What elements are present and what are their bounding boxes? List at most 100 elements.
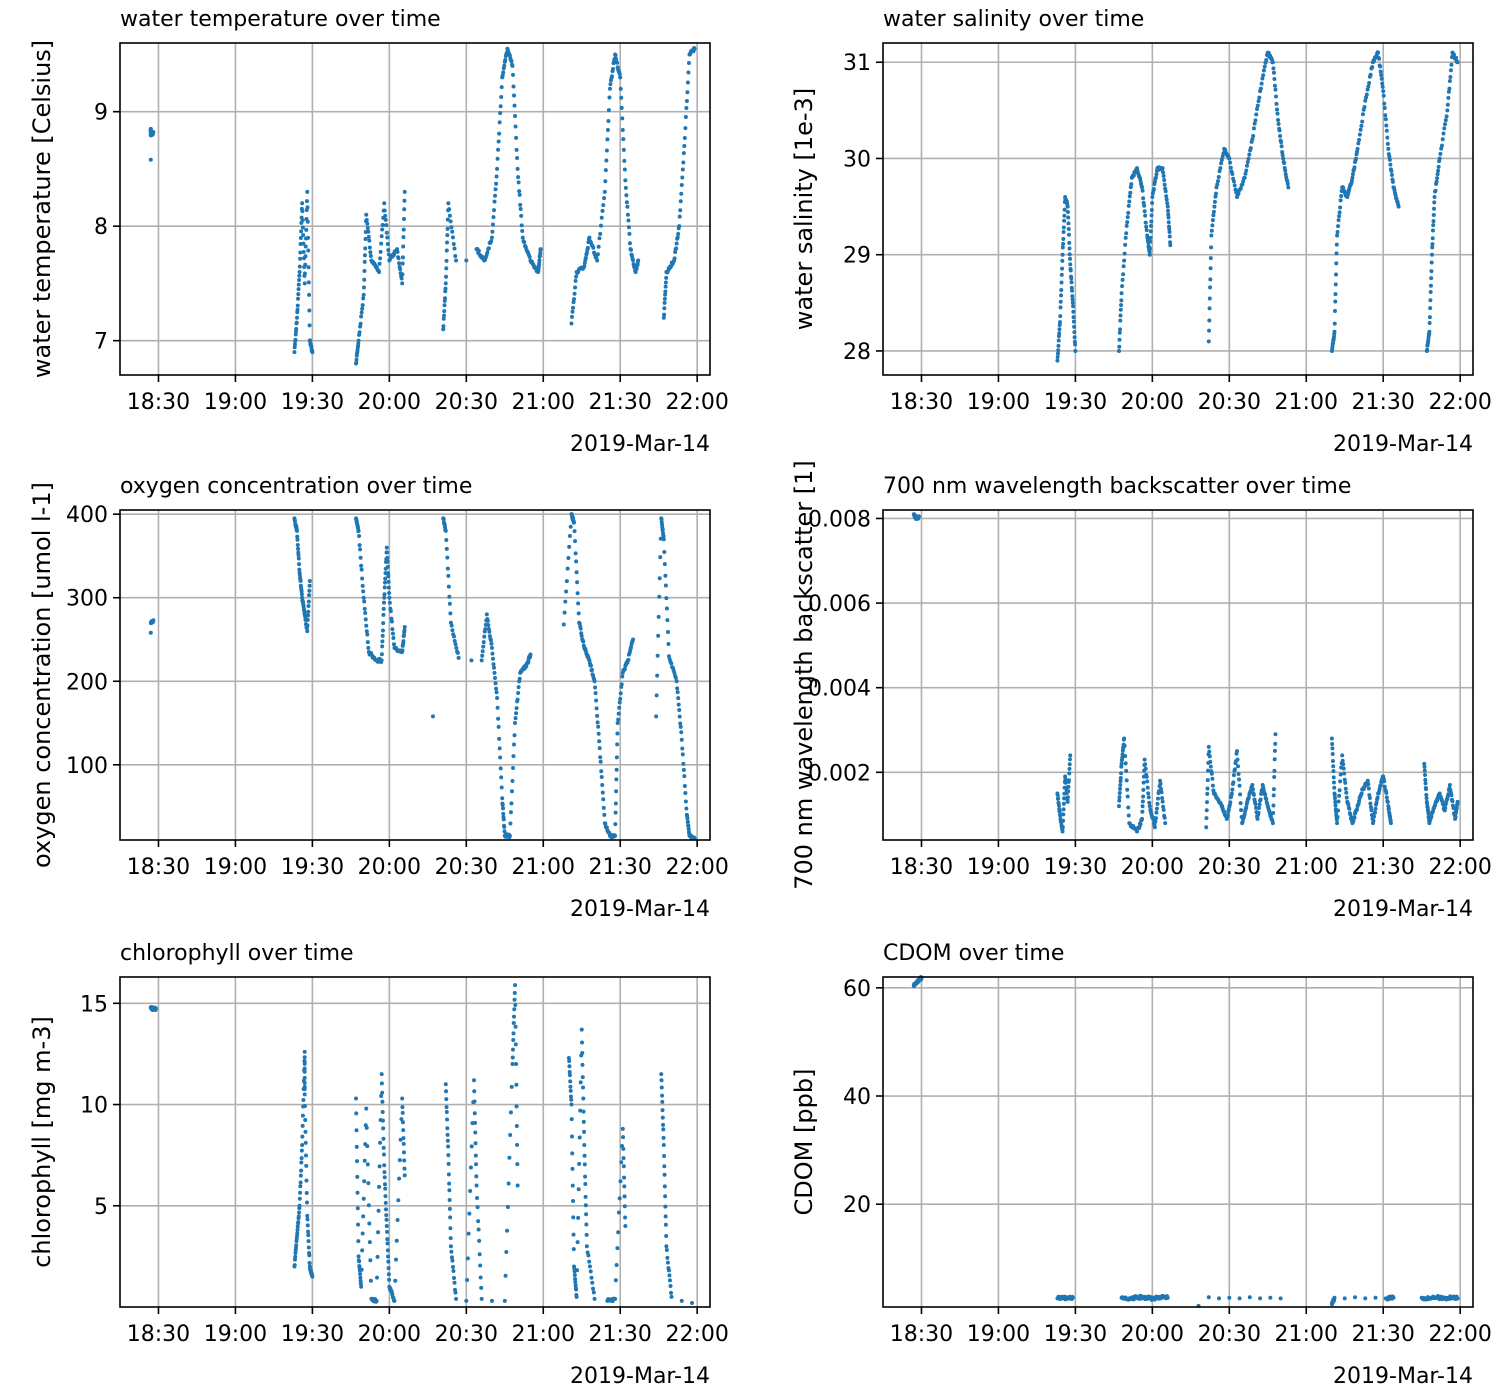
data-point [602, 812, 607, 817]
data-point [1208, 266, 1213, 271]
data-point [603, 821, 608, 826]
data-point [676, 232, 681, 237]
data-point [607, 95, 612, 100]
data-point [1059, 272, 1064, 277]
data-point [495, 166, 500, 171]
data-point [1071, 319, 1076, 324]
data-point [444, 537, 449, 542]
data-point [675, 686, 680, 691]
data-point [1332, 309, 1337, 314]
data-point [605, 137, 610, 142]
data-point [522, 240, 527, 245]
data-point [636, 258, 641, 263]
data-point [1455, 60, 1460, 65]
data-point [360, 1248, 365, 1253]
data-point [514, 135, 519, 140]
data-point [1330, 752, 1335, 757]
data-point [505, 1204, 510, 1209]
data-point [1427, 321, 1432, 326]
data-point [1245, 159, 1250, 164]
data-point [582, 264, 587, 269]
data-point [1355, 807, 1360, 812]
data-point [1155, 801, 1160, 806]
data-point [1277, 128, 1282, 133]
chart-title: oxygen concentration over time [120, 474, 472, 499]
data-point [615, 60, 620, 65]
data-point [445, 555, 450, 560]
data-point [600, 790, 605, 795]
data-point [621, 1135, 626, 1140]
data-point [452, 246, 457, 251]
data-point [1161, 174, 1166, 179]
data-point [493, 675, 498, 680]
data-point [151, 130, 156, 135]
data-point [686, 60, 691, 65]
data-point [1431, 223, 1436, 228]
data-point [1063, 777, 1068, 782]
data-point [444, 1110, 449, 1115]
data-point [489, 1298, 494, 1303]
data-point [356, 1254, 361, 1259]
data-point [1352, 165, 1357, 170]
data-point [585, 245, 590, 250]
data-point [1341, 766, 1346, 771]
data-point [1261, 68, 1266, 73]
data-point [401, 1141, 406, 1146]
data-point [377, 269, 382, 274]
data-point [1206, 768, 1211, 773]
data-point [672, 256, 677, 261]
data-point [1385, 800, 1390, 805]
data-point [567, 1064, 572, 1069]
data-point [1425, 347, 1430, 352]
data-point [681, 151, 686, 156]
data-point [500, 802, 505, 807]
data-point [307, 323, 312, 328]
data-point [509, 801, 514, 806]
data-point [1230, 172, 1235, 177]
data-point [1424, 792, 1429, 797]
data-point [444, 1105, 449, 1110]
data-point [572, 297, 577, 302]
data-point [599, 215, 604, 220]
data-point [360, 576, 365, 581]
data-point [573, 539, 578, 544]
data-point [679, 737, 684, 742]
data-point [395, 1218, 400, 1223]
y-tick-label: 29 [843, 244, 871, 269]
data-point [384, 1213, 389, 1218]
data-point [448, 1215, 453, 1220]
data-point [1055, 358, 1060, 363]
data-point [1332, 1295, 1337, 1300]
y-tick-label: 200 [66, 670, 108, 695]
data-point [572, 291, 577, 296]
x-tick-label: 18:30 [127, 855, 190, 880]
data-point [661, 1127, 666, 1132]
chart-panel-2: 18:30 19:00 19:30 20:00 20:30 21:00 21:30 22:00… [790, 7, 1492, 457]
data-point [1058, 299, 1063, 304]
data-point [306, 265, 311, 270]
data-point [1332, 796, 1337, 801]
data-point [1160, 166, 1165, 171]
x-tick-label: 21:30 [589, 855, 652, 880]
data-point [293, 337, 298, 342]
data-point [305, 617, 310, 622]
data-point [1350, 175, 1355, 180]
data-point [430, 714, 435, 719]
data-point [598, 223, 603, 228]
data-point [299, 592, 304, 597]
data-point [305, 1200, 310, 1205]
data-point [514, 1061, 519, 1066]
data-point [537, 258, 542, 263]
data-point [1141, 780, 1146, 785]
data-point [1127, 194, 1132, 199]
data-point [383, 217, 388, 222]
data-point [401, 227, 406, 232]
data-point [297, 572, 302, 577]
data-point [1286, 185, 1291, 190]
data-point [382, 201, 387, 206]
data-point [367, 1240, 372, 1245]
data-point [356, 528, 361, 533]
data-point [1257, 805, 1262, 810]
data-point [299, 1156, 304, 1161]
data-point [593, 691, 598, 696]
